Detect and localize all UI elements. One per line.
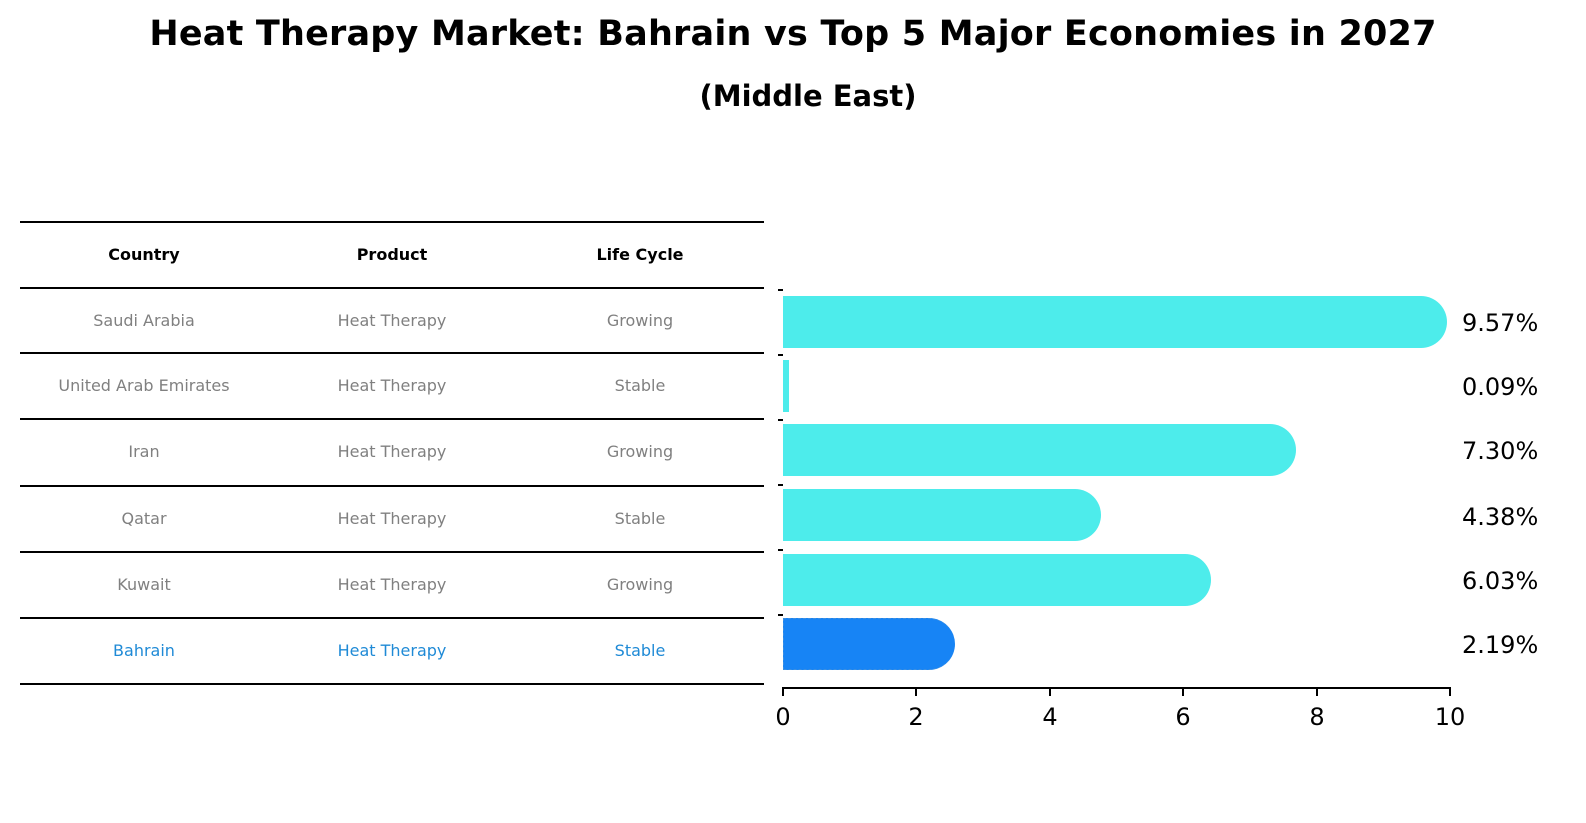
cell-country: Iran [128, 441, 160, 461]
x-tick-label: 4 [1042, 703, 1058, 731]
bar-iran [783, 424, 1296, 476]
table-row-highlighted: Bahrain Heat Therapy Stable [20, 617, 764, 683]
cell-product: Heat Therapy [337, 375, 447, 395]
cell-country: United Arab Emirates [58, 375, 230, 395]
cell-life-cycle: Stable [614, 375, 666, 395]
x-tick [1049, 687, 1051, 696]
y-tick [778, 354, 783, 356]
x-tick [782, 687, 784, 696]
value-label: 9.57% [1462, 309, 1539, 337]
column-header-country: Country [108, 244, 180, 264]
table-rule [20, 551, 764, 553]
cell-life-cycle: Growing [606, 310, 674, 330]
chart-subtitle: (Middle East) [699, 79, 917, 113]
y-tick [778, 614, 783, 616]
table-row: Kuwait Heat Therapy Growing [20, 551, 764, 617]
bar-bahrain [783, 618, 956, 670]
table-rule [20, 485, 764, 487]
value-label: 0.09% [1462, 373, 1539, 401]
cell-product: Heat Therapy [337, 310, 447, 330]
table-rule [20, 683, 764, 685]
cell-life-cycle: Stable [614, 508, 666, 528]
y-tick [778, 484, 783, 486]
y-tick [778, 549, 783, 551]
cell-country: Saudi Arabia [93, 310, 195, 330]
bar-saudi-arabia [783, 296, 1448, 348]
bar-kuwait [783, 554, 1212, 606]
value-label: 4.38% [1462, 503, 1539, 531]
x-tick-label: 0 [775, 703, 791, 731]
table-header-row: Country Product Life Cycle [20, 221, 764, 287]
table-row: Saudi Arabia Heat Therapy Growing [20, 287, 764, 353]
x-tick-label: 2 [908, 703, 924, 731]
bar-qatar [783, 489, 1102, 541]
cell-life-cycle: Stable [614, 640, 666, 660]
cell-life-cycle: Growing [606, 574, 674, 594]
x-tick [1316, 687, 1318, 696]
y-tick [778, 289, 783, 291]
cell-product: Heat Therapy [337, 574, 447, 594]
column-header-product: Product [356, 244, 428, 264]
x-tick-label: 8 [1309, 703, 1325, 731]
value-label: 7.30% [1462, 437, 1539, 465]
cell-country: Qatar [121, 508, 167, 528]
cell-product: Heat Therapy [337, 441, 447, 461]
x-tick-label: 10 [1434, 703, 1466, 731]
x-tick [1449, 687, 1451, 696]
value-label: 2.19% [1462, 631, 1539, 659]
cell-country: Kuwait [117, 574, 171, 594]
chart-title: Heat Therapy Market: Bahrain vs Top 5 Ma… [149, 14, 1437, 54]
table-rule [20, 617, 764, 619]
y-tick [778, 419, 783, 421]
x-tick [1182, 687, 1184, 696]
cell-country: Bahrain [113, 640, 175, 660]
table-row: Iran Heat Therapy Growing [20, 418, 764, 484]
table-rule [20, 418, 764, 420]
table-rule [20, 352, 764, 354]
x-tick [915, 687, 917, 696]
table-rule [20, 287, 764, 289]
value-label: 6.03% [1462, 567, 1539, 595]
table-row: Qatar Heat Therapy Stable [20, 485, 764, 551]
cell-life-cycle: Growing [606, 441, 674, 461]
cell-product: Heat Therapy [337, 508, 447, 528]
table-rule [20, 221, 764, 223]
bar-united-arab-emirates [783, 360, 789, 412]
x-tick-label: 6 [1175, 703, 1191, 731]
table-row: United Arab Emirates Heat Therapy Stable [20, 352, 764, 418]
cell-product: Heat Therapy [337, 640, 447, 660]
column-header-life-cycle: Life Cycle [596, 244, 684, 264]
x-axis [783, 687, 1451, 689]
